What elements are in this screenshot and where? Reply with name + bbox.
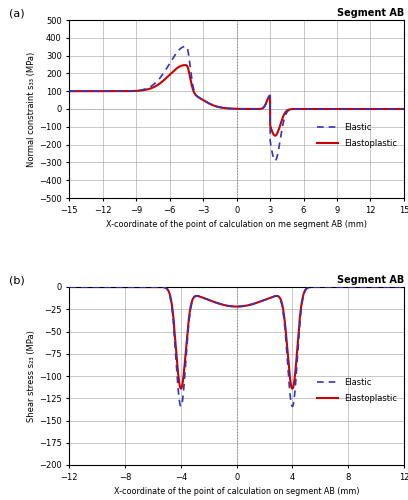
X-axis label: X-coordinate of the point of calculation on me segment AB (mm): X-coordinate of the point of calculation… <box>106 220 367 229</box>
Text: (b): (b) <box>9 275 25 285</box>
X-axis label: X-coordinate of the point of calculation on segment AB (mm): X-coordinate of the point of calculation… <box>114 487 359 496</box>
Text: Segment AB: Segment AB <box>337 275 404 285</box>
Legend: Elastic, Elastoplastic: Elastic, Elastoplastic <box>314 121 400 150</box>
Text: Segment AB: Segment AB <box>337 8 404 18</box>
Legend: Elastic, Elastoplastic: Elastic, Elastoplastic <box>314 376 400 405</box>
Y-axis label: Normal constraint s₃₃ (MPa): Normal constraint s₃₃ (MPa) <box>27 52 36 166</box>
Y-axis label: Shear stress s₂₃ (MPa): Shear stress s₂₃ (MPa) <box>27 330 36 422</box>
Text: (a): (a) <box>9 8 25 18</box>
